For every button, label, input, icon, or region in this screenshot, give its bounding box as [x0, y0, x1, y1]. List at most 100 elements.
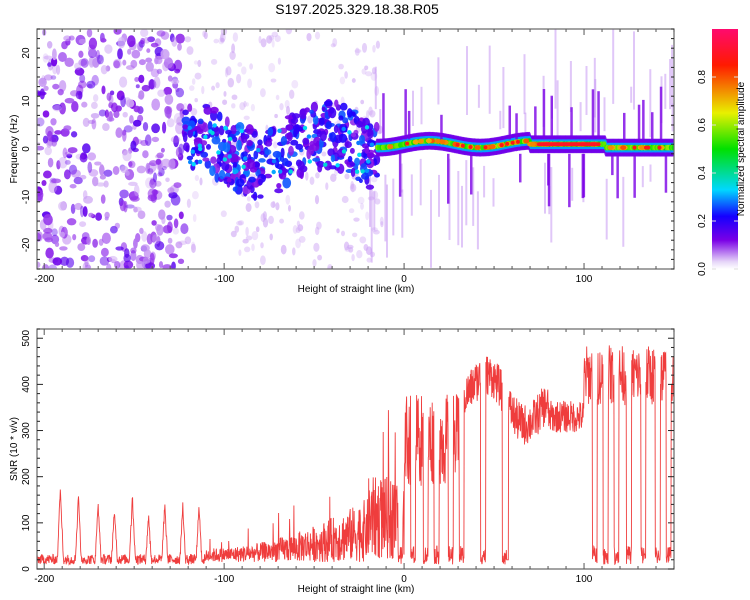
spectrogram-cell — [52, 257, 63, 266]
spectrogram-cell — [639, 145, 646, 150]
spectrogram-cell — [186, 198, 191, 208]
spectrogram-cell — [193, 60, 199, 65]
spectrogram-cell — [321, 151, 327, 157]
spectrogram-cell — [140, 37, 146, 45]
spectrogram-cell — [260, 38, 267, 48]
spectrogram-cell — [243, 100, 247, 108]
spectrogram-cell — [123, 265, 130, 269]
spectrogram-cell — [268, 62, 276, 73]
spectrogram-streak — [571, 167, 574, 201]
spectrogram-cell — [62, 147, 68, 159]
spectrogram-cell — [272, 141, 278, 149]
spectrogram-cell — [163, 57, 174, 69]
spectrogram-cell — [71, 101, 79, 113]
spectrogram-cell — [145, 177, 154, 189]
spectrogram-cell — [74, 62, 82, 70]
spectrogram-cell — [51, 48, 57, 61]
spectrogram-cell — [291, 113, 301, 119]
spectrogram-cell — [350, 132, 357, 138]
spectrogram-cell — [138, 59, 146, 66]
spectrogram-cell — [349, 147, 355, 154]
spectrogram-cell — [161, 166, 167, 171]
spectrogram-cell — [168, 253, 178, 259]
spectrogram-cell — [167, 237, 173, 244]
spectrogram-cell — [344, 246, 351, 253]
spectrogram-cell — [356, 140, 361, 146]
spectrogram-cell — [92, 57, 100, 68]
spectrogram-cell — [323, 162, 328, 167]
spectrogram-streak — [419, 158, 422, 206]
spectrogram-cell — [268, 215, 274, 225]
spectrogram-streak — [412, 90, 414, 126]
spectrogram-cell — [271, 169, 276, 175]
spectrogram-streak — [633, 31, 635, 110]
spectrogram-cell — [276, 183, 282, 189]
spectrogram-cell — [51, 228, 58, 236]
x-tick-label: 100 — [576, 574, 593, 585]
spectrogram-cell — [189, 85, 195, 91]
spectrogram-streak — [616, 153, 619, 199]
spectrogram-cell — [151, 98, 161, 111]
spectrogram-cell — [295, 238, 301, 249]
spectrogram-streak — [457, 171, 460, 246]
spectrogram-cell — [266, 35, 273, 44]
spectrogram-cell — [367, 128, 374, 139]
spectrogram-cell — [330, 154, 336, 162]
spectrogram-cell — [344, 141, 352, 149]
spectrogram-cell — [104, 44, 113, 54]
spectrogram-cell — [657, 145, 662, 150]
spectrogram-cell — [370, 176, 378, 183]
spectrogram-cell — [344, 71, 348, 79]
x-tick-label: 0 — [401, 274, 407, 285]
spectrogram-cell — [312, 157, 321, 162]
spectrogram-cell — [359, 236, 367, 244]
spectrogram-cell — [499, 143, 504, 148]
spectrogram-cell — [237, 62, 243, 67]
spectrogram-cell — [365, 211, 370, 221]
spectrogram-cell — [130, 250, 137, 262]
spectrogram-streak — [477, 84, 480, 108]
spectrogram-cell — [190, 107, 198, 116]
spectrogram-cell — [209, 165, 216, 177]
spectrogram-cell — [197, 159, 203, 164]
spectrogram-cell — [94, 161, 102, 166]
spectrogram-cell — [306, 32, 312, 42]
spectrogram-cell — [347, 155, 353, 163]
spectrogram-cell — [255, 226, 260, 233]
spectrogram-cell — [224, 67, 229, 78]
spectrogram-cell — [50, 57, 58, 67]
spectrogram-cell — [156, 224, 164, 236]
spectrogram-cell — [251, 194, 257, 199]
spectrogram-cell — [327, 148, 335, 157]
colorbar-ticks: 0.0 0.2 0.4 0.6 0.8 — [697, 70, 738, 276]
spectrogram-cell — [41, 264, 50, 269]
spectrogram-cell — [164, 200, 171, 208]
spectrogram-cell — [138, 90, 145, 100]
spectrogram-cell — [161, 216, 166, 225]
spectrogram-cell — [258, 35, 262, 44]
spectrogram-cell — [164, 94, 174, 105]
spectrogram-streak — [659, 86, 663, 140]
spectrogram-cell — [272, 200, 276, 208]
spectrogram-cell — [74, 67, 85, 76]
spectrogram-cell — [42, 170, 52, 179]
spectrogram-cell — [154, 241, 165, 251]
spectrogram-cell — [296, 167, 305, 178]
spectrogram-cell — [99, 174, 106, 180]
spectrogram-cell — [50, 75, 57, 80]
spectrogram-cell — [334, 99, 339, 108]
spectrogram-cell — [286, 131, 293, 142]
spectrogram-cell — [84, 256, 89, 268]
spectrogram-cell — [236, 139, 242, 151]
spectrogram-cell — [44, 237, 54, 243]
spectrogram-cell — [173, 135, 179, 148]
spectrogram-cell — [77, 243, 86, 252]
spectrogram-y-label: Frequency (Hz) — [9, 115, 20, 184]
spectrogram-streak — [612, 29, 615, 104]
spectrogram-cell — [119, 200, 127, 212]
spectrogram-cell — [90, 112, 100, 119]
spectrogram-cell — [91, 74, 99, 86]
spectrogram-cell — [245, 226, 249, 237]
spectrogram-cell — [157, 172, 163, 177]
